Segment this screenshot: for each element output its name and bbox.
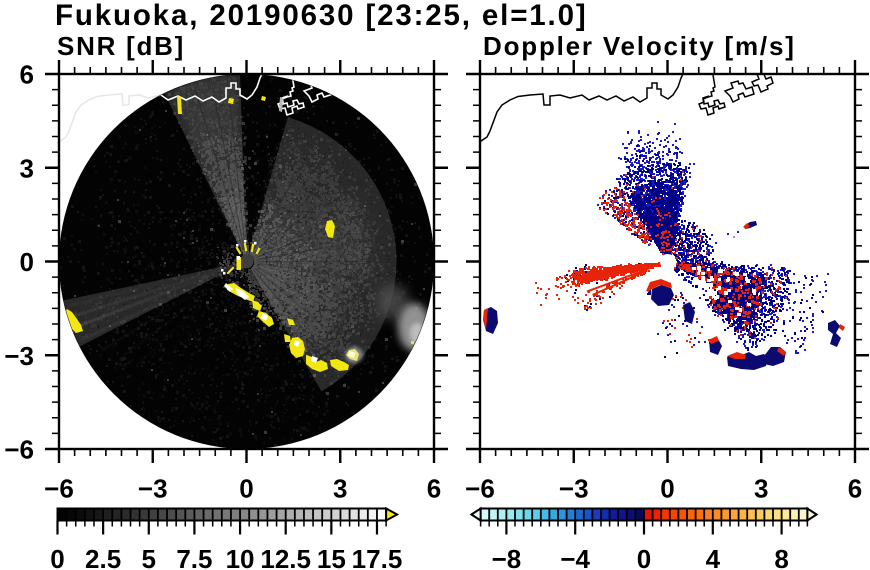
svg-text:15: 15: [317, 544, 346, 570]
svg-text:Doppler Velocity [m/s]: Doppler Velocity [m/s]: [483, 31, 796, 61]
svg-text:2.5: 2.5: [85, 544, 121, 570]
svg-text:0: 0: [239, 474, 253, 504]
svg-text:−6: −6: [4, 435, 34, 465]
svg-text:3: 3: [754, 474, 768, 504]
svg-text:6: 6: [427, 474, 441, 504]
svg-text:−8: −8: [492, 544, 522, 570]
svg-text:−6: −6: [465, 474, 495, 504]
svg-text:−3: −3: [559, 474, 589, 504]
svg-text:0: 0: [20, 247, 34, 277]
svg-text:0: 0: [637, 544, 651, 570]
svg-text:6: 6: [20, 60, 34, 90]
svg-text:−3: −3: [4, 341, 34, 371]
svg-text:Fukuoka, 20190630 [23:25, el=1: Fukuoka, 20190630 [23:25, el=1.0]: [55, 0, 588, 32]
svg-text:0: 0: [50, 544, 64, 570]
svg-text:4: 4: [706, 544, 721, 570]
svg-text:3: 3: [333, 474, 347, 504]
svg-text:−3: −3: [138, 474, 168, 504]
svg-text:7.5: 7.5: [176, 544, 212, 570]
svg-text:5: 5: [142, 544, 156, 570]
svg-text:−4: −4: [560, 544, 590, 570]
svg-text:0: 0: [660, 474, 674, 504]
svg-text:8: 8: [774, 544, 788, 570]
svg-text:−6: −6: [44, 474, 74, 504]
svg-text:17.5: 17.5: [352, 544, 403, 570]
svg-text:SNR [dB]: SNR [dB]: [57, 31, 185, 61]
svg-text:10: 10: [226, 544, 255, 570]
svg-text:6: 6: [848, 474, 862, 504]
svg-text:3: 3: [20, 153, 34, 183]
svg-text:12.5: 12.5: [260, 544, 311, 570]
